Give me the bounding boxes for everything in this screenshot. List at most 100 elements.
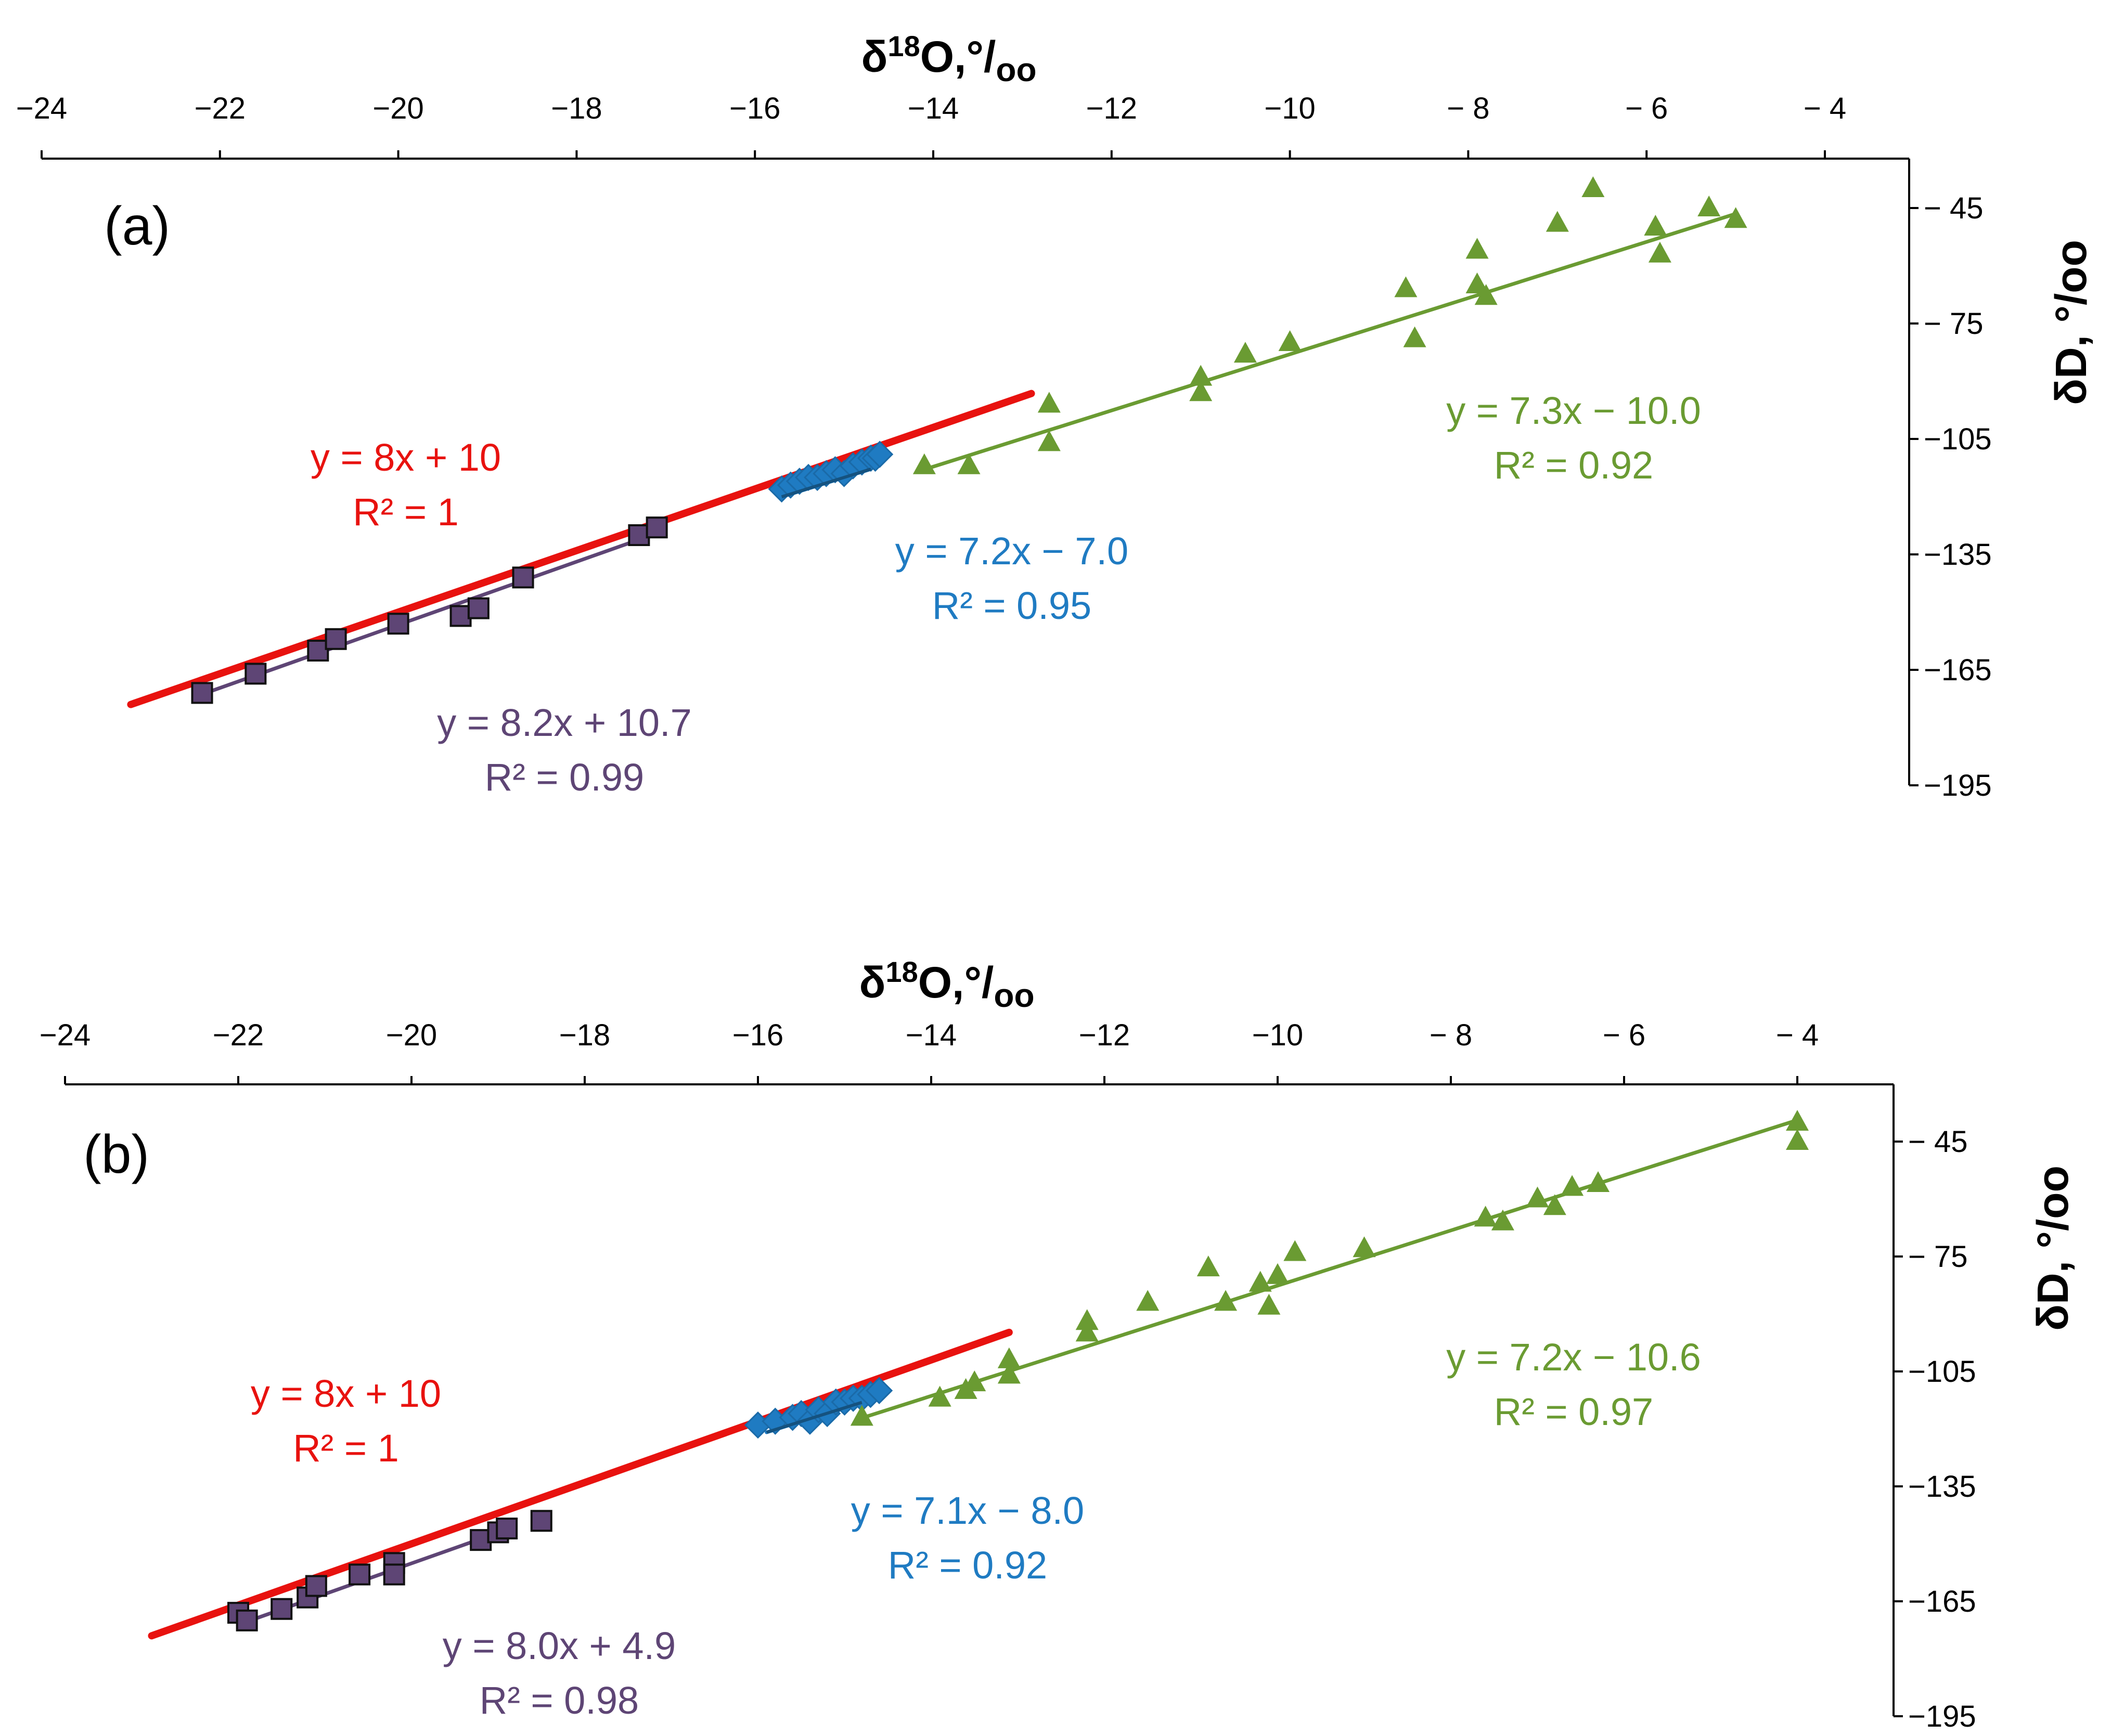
- x-tick-label: −12: [1086, 92, 1137, 125]
- GMWL-r-squared: R² = 1: [293, 1427, 399, 1470]
- data-point: [1189, 365, 1213, 386]
- x-tick-label: −24: [40, 1018, 91, 1052]
- data-point: [512, 566, 534, 589]
- y-axis-title: δD, °/oo: [2028, 1165, 2077, 1331]
- x-tick-label: −22: [213, 1018, 264, 1052]
- green-equation: y = 7.2x − 10.6: [1446, 1336, 1701, 1379]
- data-point: [325, 628, 347, 650]
- x-tick-label: − 6: [1603, 1018, 1645, 1052]
- x-tick-label: −10: [1252, 1018, 1303, 1052]
- green-r-squared: R² = 0.97: [1494, 1390, 1653, 1433]
- panel-label: (a): [104, 196, 170, 256]
- data-point: [191, 682, 213, 704]
- data-point: [1474, 284, 1498, 305]
- y-tick-label: −105: [1924, 422, 1992, 456]
- green-equation: y = 7.3x − 10.0: [1446, 389, 1701, 432]
- data-point: [305, 1575, 327, 1597]
- data-point: [1465, 238, 1489, 259]
- data-point: [628, 524, 650, 546]
- blue-r-squared: R² = 0.95: [932, 584, 1091, 627]
- x-title-rest: O,: [920, 32, 967, 81]
- data-point: [1526, 1186, 1549, 1208]
- data-point: [997, 1363, 1021, 1384]
- blue-trendline-overlay: [781, 468, 871, 499]
- data-point: [1786, 1110, 1809, 1131]
- x-tick-label: − 6: [1625, 92, 1668, 125]
- data-point: [1353, 1236, 1376, 1258]
- data-point: [1037, 430, 1061, 451]
- data-point: [1075, 1320, 1099, 1342]
- x-title-sub: oo: [996, 51, 1036, 88]
- data-point: [997, 1347, 1021, 1368]
- series-purple: y = 8.0x + 4.9 R² = 0.98: [227, 1510, 676, 1722]
- y-tick-label: −195: [1924, 769, 1992, 802]
- y-tick-label: −195: [1908, 1700, 1976, 1733]
- data-point: [1697, 196, 1721, 216]
- x-tick-label: −18: [551, 92, 602, 125]
- x-title-ratio: °/: [966, 32, 996, 81]
- green-trendline: [860, 1118, 1799, 1420]
- x-tick-label: −10: [1264, 92, 1315, 125]
- data-point: [1644, 215, 1667, 236]
- y-tick-label: −105: [1908, 1355, 1976, 1389]
- x-title-sup: 18: [885, 955, 918, 988]
- purple-r-squared: R² = 0.98: [480, 1679, 639, 1722]
- data-point: [1581, 176, 1605, 197]
- x-axis-title: δ18O,°/oo: [861, 30, 1036, 88]
- data-point: [1465, 273, 1489, 293]
- data-point: [1136, 1290, 1160, 1311]
- data-point: [244, 663, 267, 685]
- data-point: [1233, 342, 1257, 363]
- data-point: [1214, 1290, 1238, 1311]
- purple-r-squared: R² = 0.99: [485, 756, 644, 799]
- purple-equation: y = 8.2x + 10.7: [437, 701, 692, 744]
- data-point: [850, 1405, 873, 1426]
- data-point: [1248, 1271, 1272, 1292]
- data-point: [963, 1370, 986, 1392]
- purple-equation: y = 8.0x + 4.9: [443, 1624, 676, 1667]
- data-point: [1196, 1255, 1220, 1277]
- x-title-ratio: °/: [964, 958, 994, 1007]
- x-tick-label: −24: [16, 92, 67, 125]
- x-title-sup: 18: [887, 30, 920, 62]
- x-tick-label: − 4: [1776, 1018, 1819, 1052]
- blue-r-squared: R² = 0.92: [888, 1544, 1047, 1587]
- x-title-sub: oo: [994, 977, 1034, 1014]
- data-point: [496, 1518, 518, 1540]
- panel-b: −24 −22 −20 −18 −16 −14 −12 −10 − 8 − 6 − 4 δ18O,°/…: [40, 955, 2077, 1733]
- x-axis-title: δ18O,°/oo: [859, 955, 1034, 1014]
- data-point: [1283, 1240, 1307, 1261]
- y-tick-label: −165: [1908, 1585, 1976, 1618]
- data-point: [383, 1563, 405, 1586]
- x-title-base: δ: [859, 958, 885, 1007]
- data-point: [1491, 1209, 1514, 1230]
- panel-a: −24 −22 −20 −18 −16 −14 −12 −10 − 8 − 6 − 4 δ18O,°/…: [16, 30, 2095, 802]
- data-point: [1724, 207, 1747, 228]
- data-point: [1561, 1175, 1584, 1196]
- data-point: [271, 1598, 293, 1620]
- y-tick-label: −135: [1924, 538, 1992, 572]
- blue-equation: y = 7.1x − 8.0: [851, 1489, 1084, 1532]
- data-point: [1075, 1309, 1099, 1330]
- x-tick-label: −12: [1079, 1018, 1130, 1052]
- series-blue: y = 7.1x − 8.0 R² = 0.92: [744, 1377, 1084, 1587]
- data-point: [236, 1609, 258, 1631]
- data-point: [912, 453, 936, 474]
- data-point: [1587, 1171, 1610, 1193]
- panel-label: (b): [83, 1124, 149, 1185]
- data-point: [387, 613, 409, 635]
- series-GMWL: y = 8x + 10 R² = 1: [148, 1328, 1013, 1640]
- data-point: [928, 1385, 951, 1407]
- y-tick-label: − 75: [1924, 307, 1984, 341]
- y-tick-label: − 45: [1908, 1125, 1968, 1159]
- x-tick-label: −14: [908, 92, 959, 125]
- x-tick-label: − 8: [1447, 92, 1489, 125]
- series-GMWL: y = 8x + 10 R² = 1: [127, 390, 1035, 708]
- data-point: [307, 640, 329, 662]
- data-point: [866, 441, 894, 468]
- y-tick-label: −135: [1908, 1470, 1976, 1504]
- data-point: [1543, 1194, 1566, 1215]
- data-point: [1278, 330, 1302, 351]
- data-point: [1257, 1293, 1281, 1315]
- green-r-squared: R² = 0.92: [1494, 444, 1653, 487]
